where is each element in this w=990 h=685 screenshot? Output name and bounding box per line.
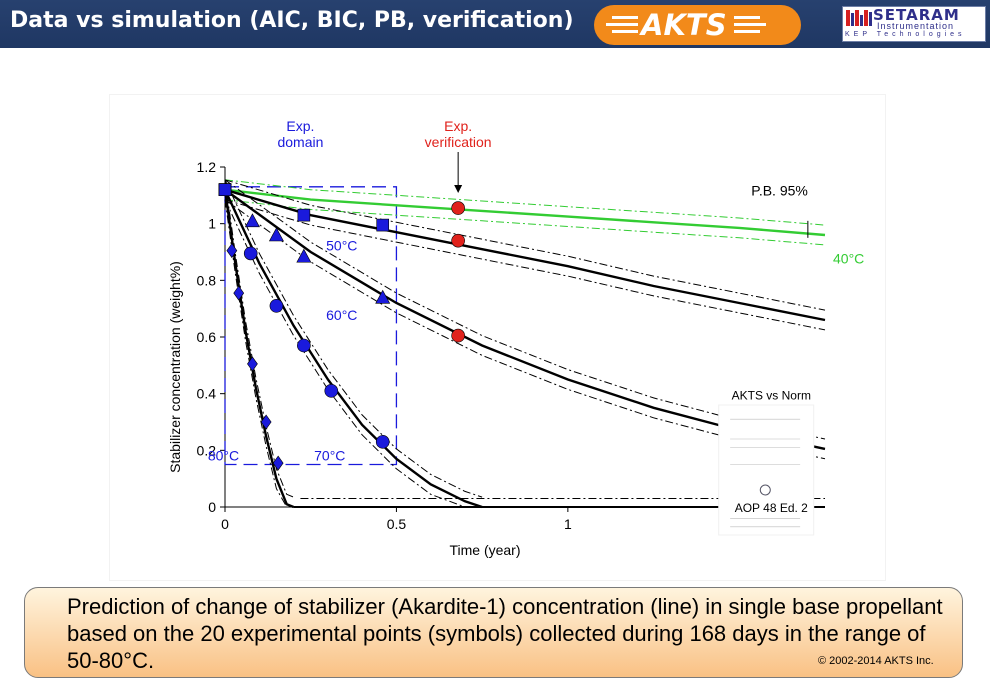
curve-50c (224, 188, 826, 322)
chart-panel: 00.20.40.60.811.200.511.5Time (year)Stab… (110, 95, 885, 580)
curve-40c (224, 188, 826, 237)
y-tick-label: 0 (208, 499, 216, 515)
data-point-70c (297, 338, 311, 353)
setaram-bars-icon (846, 10, 872, 26)
data-point-70c (324, 384, 339, 398)
data-point-80c (233, 285, 245, 301)
temp-label-80c: 80°C (208, 447, 239, 463)
data-point-80c (247, 356, 258, 372)
slide-header: Data vs simulation (AIC, BIC, PB, verifi… (0, 0, 990, 48)
stabilizer-chart: 00.20.40.60.811.200.511.5Time (year)Stab… (167, 118, 864, 558)
exp-verification-label-line2: verification (425, 134, 492, 150)
copyright-text: © 2002-2014 AKTS Inc. (818, 655, 934, 667)
temp-label-60c: 60°C (326, 307, 357, 323)
exp-domain-label-line1: Exp. (286, 118, 314, 134)
band-lower-60c (224, 199, 826, 460)
akts-vs-norm-label: AKTS vs Norm (732, 388, 811, 402)
band-upper-50c (224, 179, 826, 311)
exp-verification-arrow-head (454, 185, 463, 193)
exp-verification-label-line1: Exp. (444, 118, 472, 134)
verification-point-50c (451, 233, 465, 248)
y-tick-label: 0.8 (197, 272, 217, 288)
akts-logo: AKTS (594, 5, 801, 45)
band-upper-60c (224, 179, 826, 440)
x-axis-title: Time (year) (449, 542, 520, 558)
exp-domain-box (224, 186, 398, 466)
data-point-60c (244, 213, 260, 228)
setaram-subtitle: Instrumentation (877, 21, 955, 31)
setaram-tagline: KEP Technologies (845, 31, 966, 38)
caption-text: Prediction of change of stabilizer (Akar… (67, 594, 943, 673)
band-upper-40c (224, 179, 826, 226)
y-tick-label: 0.2 (197, 442, 217, 458)
y-tick-label: 1 (208, 216, 216, 232)
data-point-50c (376, 218, 390, 232)
x-tick-label: 1 (564, 516, 572, 532)
akts-right-lines-icon (734, 16, 766, 33)
verification-point-60c (451, 328, 465, 343)
data-point-80c (260, 414, 272, 430)
akts-logo-text: AKTS (641, 8, 727, 42)
setaram-logo: SETARAM Instrumentation KEP Technologies (842, 6, 986, 42)
band-lower-70c (224, 199, 483, 508)
data-point-60c (296, 248, 312, 263)
temp-label-40c: 40°C (833, 250, 864, 266)
curve-70c (223, 189, 483, 509)
band-lower-40c (224, 199, 826, 246)
data-point-80c (218, 183, 232, 196)
x-tick-label: 0 (221, 516, 229, 532)
pb-label: P.B. 95% (751, 182, 808, 198)
data-point-80c (272, 455, 284, 471)
data-point-60c (375, 289, 391, 304)
band-upper-70c (224, 179, 483, 498)
slide-title: Data vs simulation (AIC, BIC, PB, verifi… (10, 8, 574, 33)
data-point-70c (375, 435, 390, 449)
nato-star-icon (759, 484, 771, 496)
norm-document-thumbnail (718, 404, 815, 536)
temp-label-50c: 50°C (326, 238, 357, 254)
curve-80c (223, 189, 295, 509)
setaram-name: SETARAM (873, 6, 960, 24)
y-tick-label: 1.2 (197, 159, 217, 175)
data-point-80c (226, 243, 238, 259)
y-tick-label: 0.4 (197, 386, 217, 402)
data-point-70c (269, 299, 284, 313)
data-point-70c (243, 246, 258, 261)
data-point-60c (268, 227, 284, 242)
data-point-50c (297, 208, 311, 222)
y-tick-label: 0.6 (197, 329, 217, 345)
band-upper-80c (224, 179, 294, 498)
exp-domain-label-line2: domain (277, 134, 323, 150)
verification-point-40c (451, 201, 465, 215)
aop-label: AOP 48 Ed. 2 (735, 501, 808, 515)
caption-box: Prediction of change of stabilizer (Akar… (24, 587, 963, 678)
akts-left-lines-icon (606, 16, 638, 33)
x-tick-label: 0.5 (387, 516, 407, 532)
y-axis-title: Stabilizer concentration (weight%) (167, 261, 183, 473)
band-lower-50c (224, 199, 826, 331)
temp-label-70c: 70°C (314, 447, 345, 463)
